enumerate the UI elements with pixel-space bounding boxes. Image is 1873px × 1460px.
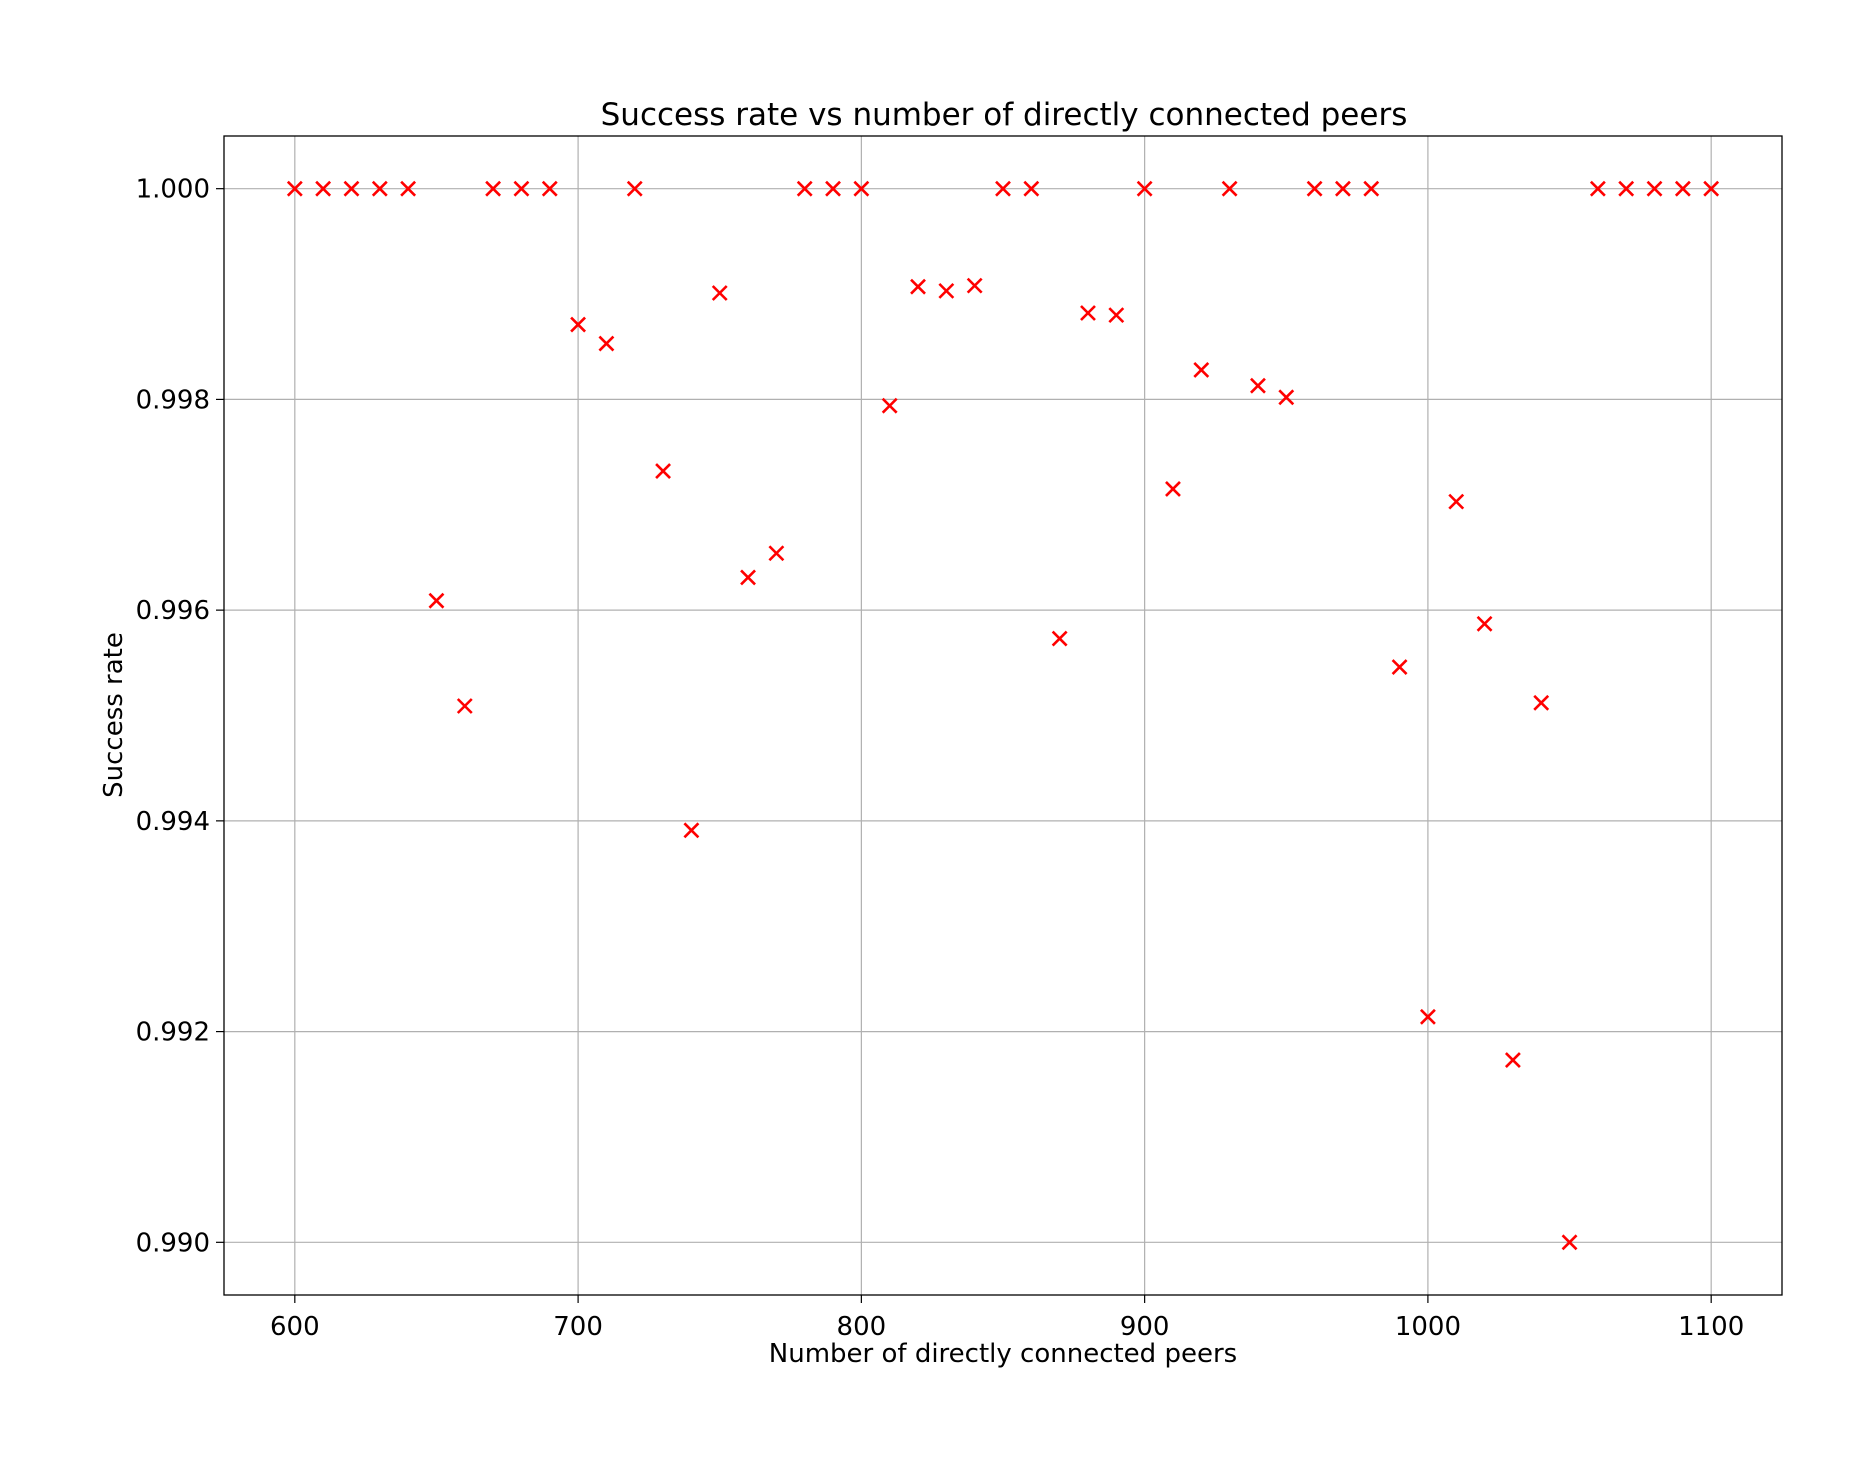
data-point-marker (1136, 180, 1153, 197)
data-point-marker (626, 180, 643, 197)
data-point-marker (1306, 180, 1323, 197)
data-point-marker (1589, 180, 1606, 197)
data-point-marker (1080, 305, 1096, 321)
x-tick-label: 900 (1120, 1312, 1170, 1342)
data-point-marker (1674, 180, 1691, 197)
data-point-marker (541, 180, 558, 197)
data-point-marker (655, 463, 671, 479)
data-point-marker (1561, 1234, 1578, 1251)
data-point-marker (1391, 659, 1408, 675)
data-point-marker (371, 180, 388, 197)
data-point-marker (1193, 361, 1210, 378)
chart-title: Success rate vs number of directly conne… (601, 97, 1408, 133)
data-point-marker (428, 592, 445, 609)
data-point-marker (1023, 180, 1040, 197)
data-point-marker (1419, 1008, 1436, 1025)
data-point-marker (1618, 180, 1635, 197)
data-point-marker (740, 569, 756, 586)
data-point-marker (485, 180, 502, 197)
data-point-marker (1335, 180, 1351, 197)
data-point-marker (938, 282, 955, 299)
x-tick-label: 1100 (1678, 1312, 1744, 1342)
data-point-marker (796, 180, 813, 197)
data-point-marker (966, 277, 983, 294)
data-point-marker (1051, 630, 1068, 647)
x-tick-label: 700 (553, 1312, 603, 1342)
data-point-marker (513, 180, 530, 197)
y-tick-label: 0.990 (136, 1228, 210, 1258)
data-point-marker (456, 698, 473, 714)
x-axis-label: Number of directly connected peers (769, 1339, 1237, 1369)
data-point-marker (1703, 180, 1720, 197)
data-point-marker (711, 285, 728, 301)
data-point-marker (910, 278, 926, 295)
x-tick-label: 1000 (1395, 1312, 1461, 1342)
data-point-marker (1476, 615, 1493, 632)
data-point-marker (1250, 377, 1266, 394)
x-tick-label: 800 (837, 1312, 887, 1342)
data-point-marker (1108, 307, 1125, 324)
data-point-marker (598, 335, 615, 352)
data-point-marker (570, 316, 587, 333)
data-point-marker (343, 180, 360, 197)
data-point-marker (400, 180, 417, 197)
y-tick-label: 0.996 (136, 596, 210, 626)
data-point-marker (286, 180, 303, 197)
data-point-marker (315, 180, 332, 197)
data-point-marker (1278, 389, 1295, 406)
y-tick-label: 0.998 (136, 385, 210, 415)
data-point-marker (1646, 180, 1663, 197)
y-tick-label: 0.994 (136, 807, 210, 837)
data-points (286, 180, 1720, 1251)
data-point-marker (1221, 180, 1238, 197)
data-point-marker (768, 545, 785, 562)
data-point-marker (881, 397, 898, 414)
data-point-marker (1363, 180, 1380, 197)
plot-frame (223, 135, 1783, 1296)
y-axis-label: Success rate (99, 632, 129, 798)
data-point-marker (853, 180, 870, 197)
data-point-marker (995, 180, 1011, 197)
data-point-marker (1448, 493, 1465, 510)
data-point-marker (1504, 1052, 1521, 1068)
data-point-marker (683, 822, 700, 839)
data-point-marker (825, 180, 841, 197)
data-point-marker (1533, 694, 1550, 711)
y-tick-label: 1.000 (136, 175, 210, 205)
grid (224, 136, 1782, 1295)
y-tick-label: 0.992 (136, 1018, 210, 1048)
x-tick-label: 600 (270, 1312, 320, 1342)
ticks: 600 700 800 900 1000 1100 0.990 0.992 0.994 0.996… (136, 175, 1745, 1342)
data-point-marker (1165, 481, 1181, 497)
